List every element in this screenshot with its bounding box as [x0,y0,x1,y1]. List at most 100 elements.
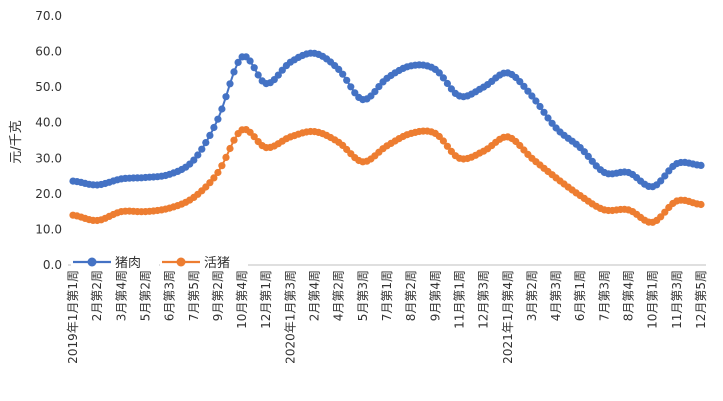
x-tick-label: 5月第2周 [139,270,153,321]
x-tick-label: 4月第3周 [549,270,563,321]
x-tick-label: 9月第2周 [211,270,225,321]
data-point [214,168,222,177]
data-point [230,68,238,76]
data-point [697,161,705,169]
x-tick-label: 2019年1月第1周 [66,270,80,364]
data-point [202,139,210,147]
data-point [524,87,532,95]
y-tick-label: 40.0 [35,116,62,130]
x-tick-label: 11月第3周 [670,270,684,329]
data-point [206,131,214,139]
data-point [544,114,552,122]
x-tick-label: 8月第2周 [404,270,418,321]
data-point [226,80,234,88]
data-point [250,64,258,72]
x-tick-label: 12月第3周 [477,270,491,329]
data-point [234,58,242,66]
data-point [339,70,347,78]
data-point [250,133,258,141]
x-tick-label: 4月第2周 [332,270,346,321]
legend-marker [87,257,97,267]
y-tick-label: 0.0 [43,258,62,272]
data-point [661,208,669,216]
legend-marker [176,257,186,267]
data-point [548,119,556,127]
x-tick-label: 6月第3周 [163,270,177,321]
x-tick-label: 5月第3周 [356,270,370,321]
x-tick-label: 2021年1月第4周 [501,270,515,364]
y-tick-label: 60.0 [35,45,62,59]
series-2 [69,126,705,226]
data-point [443,142,451,150]
data-point [375,83,383,91]
x-tick-label: 12月第5周 [694,270,708,329]
x-tick-label: 9月第4周 [428,270,442,321]
legend-label: 猪肉 [115,256,141,271]
data-point [435,69,443,77]
data-point [528,92,536,100]
series-layer [69,49,705,226]
data-point [274,71,282,79]
x-tick-label: 2月第2周 [90,270,104,321]
y-tick-label: 10.0 [35,222,62,236]
data-point [335,65,343,73]
data-point [206,179,214,187]
x-tick-label: 7月第3周 [597,270,611,321]
data-point [190,156,198,164]
y-axis: 0.0 10.0 20.0 30.0 40.0 50.0 60.0 70.0 [35,9,62,272]
data-point [657,177,665,185]
data-point [222,93,230,101]
legend-label: 活猪 [204,256,230,271]
data-point [580,148,588,156]
data-point [657,213,665,221]
data-point [536,102,544,111]
data-point [218,105,226,113]
data-point [210,174,218,182]
data-point [371,88,379,96]
x-tick-label: 3月第2周 [525,270,539,321]
data-point [343,76,351,84]
x-tick-label: 7月第1周 [380,270,394,321]
data-point [520,82,528,90]
x-tick-label: 2020年1月第3周 [283,270,297,364]
data-point [278,66,286,74]
y-tick-label: 50.0 [35,80,62,94]
x-tick-label: 10月第4周 [235,270,249,329]
data-point [516,78,524,86]
data-point [439,74,447,82]
data-point [218,162,226,170]
x-axis: 2019年1月第1周 2月第2周 3月第4周 5月第2周 6月第3周 7月第5周 9月第2周… [66,264,708,364]
x-tick-label: 2月第4周 [308,270,322,321]
data-point [198,145,206,153]
data-point [532,97,540,105]
data-point [347,83,355,91]
data-point [214,115,222,123]
legend-item: 猪肉 [71,251,159,271]
x-tick-label: 11月第1周 [453,270,467,329]
y-tick-label: 20.0 [35,187,62,201]
legend-item: 活猪 [160,251,248,271]
y-tick-label: 30.0 [35,151,62,165]
x-tick-label: 7月第5周 [187,270,201,321]
data-point [540,108,548,116]
data-point [254,71,262,79]
data-point [194,151,202,159]
data-point [661,172,669,180]
x-tick-label: 12月第1周 [259,270,273,329]
x-tick-label: 8月第4周 [622,270,636,321]
data-point [443,79,451,88]
data-point [697,200,705,209]
x-tick-label: 3月第4周 [114,270,128,321]
x-tick-label: 6月第1周 [573,270,587,321]
x-tick-label: 10月第1周 [646,270,660,329]
data-point [226,144,234,153]
series-line [72,52,702,188]
y-tick-label: 70.0 [35,9,62,23]
data-point [230,136,238,144]
legend: 猪肉 活猪 [71,251,248,271]
data-point [584,152,592,160]
data-point [246,57,254,65]
data-point [210,123,218,132]
